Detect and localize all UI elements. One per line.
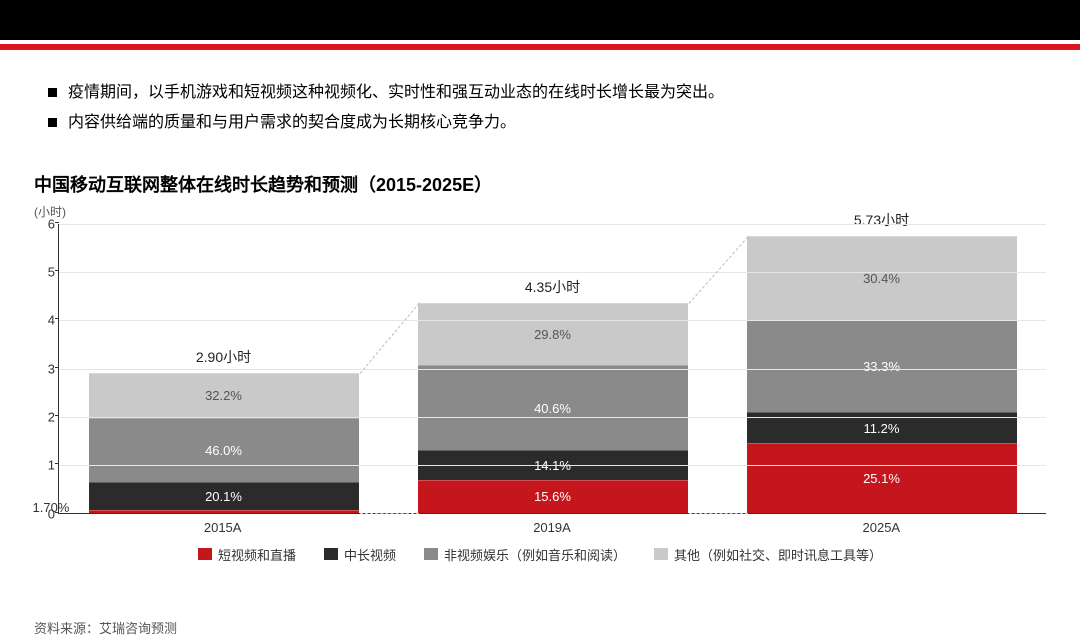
- legend-swatch: [324, 548, 338, 560]
- gridline: [59, 272, 1046, 273]
- bar-column: 5.73小时 25.1%11.2%33.3%30.4%: [747, 210, 1017, 513]
- header-black-bar: [0, 0, 1080, 40]
- x-category-label: 2019A: [417, 520, 687, 535]
- legend-item: 中长视频: [324, 545, 396, 564]
- bar-segment: 20.1%: [89, 482, 359, 510]
- bar-total-label: 5.73小时: [854, 210, 909, 230]
- y-tick-label: 1: [39, 458, 55, 473]
- bar-segment: [89, 510, 359, 512]
- y-tick-label: 5: [39, 265, 55, 280]
- bar-segment: 30.4%: [747, 236, 1017, 320]
- y-tick-label: 2: [39, 410, 55, 425]
- legend-label: 中长视频: [344, 545, 396, 564]
- bar-stack: 20.1%46.0%32.2%: [89, 373, 359, 513]
- y-tick-label: 6: [39, 216, 55, 231]
- bar-segment: 25.1%: [747, 443, 1017, 513]
- legend-label: 非视频娱乐（例如音乐和阅读）: [444, 545, 626, 564]
- bar-total-label: 4.35小时: [525, 277, 580, 297]
- plot-area: 2.90小时1.70%20.1%46.0%32.2% 4.35小时 15.6%14.…: [58, 224, 1046, 514]
- chart-area: (小时) 2.90小时1.70%20.1%46.0%32.2%4.35小时15.…: [34, 203, 1046, 564]
- legend-label: 短视频和直播: [218, 545, 296, 564]
- bar-segment: 46.0%: [89, 418, 359, 482]
- chart-title: 中国移动互联网整体在线时长趋势和预测（2015-2025E）: [0, 147, 1080, 203]
- bar-segment: 33.3%: [747, 320, 1017, 412]
- legend-item: 短视频和直播: [198, 545, 296, 564]
- x-category-label: 2025A: [746, 520, 1016, 535]
- x-category-label: 2015A: [88, 520, 358, 535]
- legend-label: 其他（例如社交、即时讯息工具等）: [674, 545, 882, 564]
- bar-stack: 25.1%11.2%33.3%30.4%: [747, 236, 1017, 513]
- bullet-list: 疫情期间，以手机游戏和短视频这种视频化、实时性和强互动业态的在线时长增长最为突出…: [0, 50, 1080, 147]
- gridline: [59, 369, 1046, 370]
- gridline: [59, 465, 1046, 466]
- bar-segment: 29.8%: [418, 303, 688, 366]
- x-axis-categories: 2015A 2019A 2025A: [58, 514, 1046, 535]
- bar-total-label: 2.90小时: [196, 347, 251, 367]
- bullet-item: 疫情期间，以手机游戏和短视频这种视频化、实时性和强互动业态的在线时长增长最为突出…: [48, 78, 1040, 108]
- legend-item: 非视频娱乐（例如音乐和阅读）: [424, 545, 626, 564]
- source-text: 资料来源：艾瑞咨询预测: [34, 618, 177, 637]
- bar-segment: 40.6%: [418, 365, 688, 450]
- legend-item: 其他（例如社交、即时讯息工具等）: [654, 545, 882, 564]
- bar-segment: 15.6%: [418, 480, 688, 513]
- bullet-item: 内容供给端的质量和与用户需求的契合度成为长期核心竞争力。: [48, 108, 1040, 138]
- legend: 短视频和直播 中长视频 非视频娱乐（例如音乐和阅读） 其他（例如社交、即时讯息工具等）: [34, 545, 1046, 564]
- y-tick-label: 4: [39, 313, 55, 328]
- legend-swatch: [424, 548, 438, 560]
- bar-stack: 15.6%14.1%40.6%29.8%: [418, 303, 688, 513]
- legend-swatch: [654, 548, 668, 560]
- gridline: [59, 417, 1046, 418]
- y-tick-label: 3: [39, 361, 55, 376]
- bar-segment: 32.2%: [89, 373, 359, 418]
- gridline: [59, 224, 1046, 225]
- bar-column: 2.90小时1.70%20.1%46.0%32.2%: [89, 347, 359, 513]
- y-tick-label: 0: [39, 506, 55, 521]
- bar-column: 4.35小时 15.6%14.1%40.6%29.8%: [418, 277, 688, 513]
- gridline: [59, 320, 1046, 321]
- legend-swatch: [198, 548, 212, 560]
